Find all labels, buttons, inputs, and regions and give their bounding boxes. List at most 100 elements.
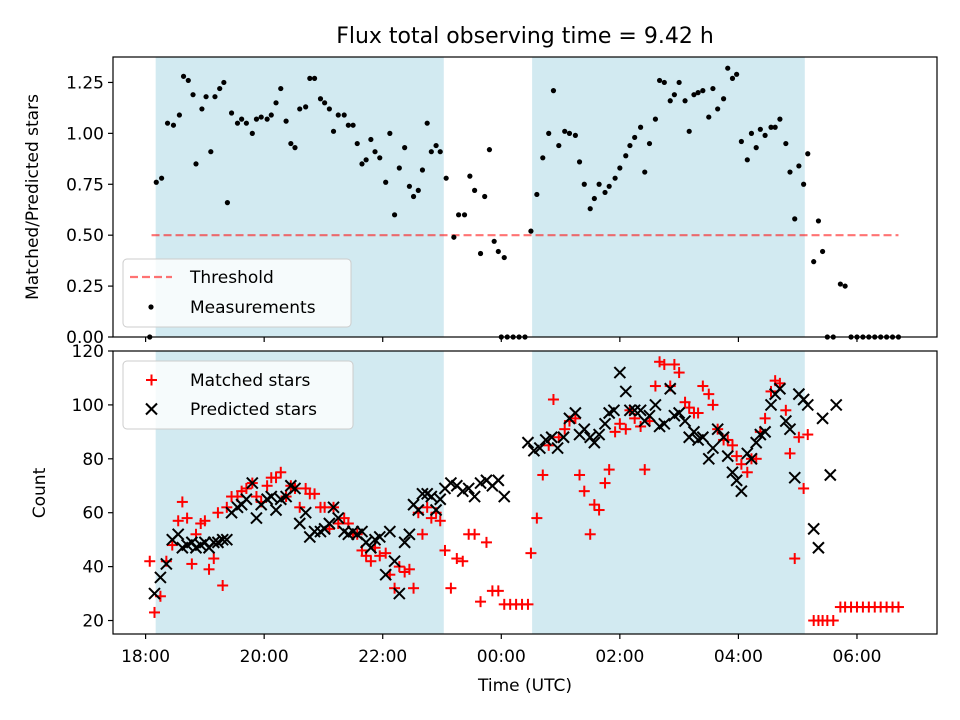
matched-star-point — [726, 439, 738, 451]
measurement-point — [341, 112, 347, 118]
matched-star-point — [208, 553, 220, 565]
matched-star-point — [658, 358, 670, 370]
legend-measurement-swatch — [148, 304, 154, 310]
matched-star-point — [692, 407, 704, 419]
measurement-point — [501, 254, 507, 261]
measurement-point — [777, 116, 783, 122]
x-stroke-b — [355, 525, 369, 538]
predicted-star-point — [764, 398, 778, 412]
predicted-star-point — [299, 506, 312, 519]
top-panel: 0.00 0.25 0.50 0.75 1.00 1.25 Matched/Predict… — [23, 56, 938, 348]
measurement-point — [190, 92, 196, 98]
x-stroke-b — [145, 402, 158, 416]
measurement-point — [540, 155, 546, 161]
predicted-star-point — [730, 474, 743, 487]
x-stroke-b — [678, 414, 692, 428]
xtick-label: 20:00 — [240, 647, 289, 667]
bottom-shaded-window-1 — [532, 351, 805, 634]
matched-star-point — [609, 426, 621, 438]
predicted-star-point — [801, 398, 814, 412]
top-ytick-label: 0.75 — [66, 175, 104, 195]
predicted-star-point — [592, 428, 606, 441]
predicted-star-point — [830, 398, 843, 412]
predicted-star-point — [607, 404, 621, 417]
measurement-point — [606, 183, 612, 189]
measurement-point — [326, 106, 332, 112]
x-stroke-b — [172, 528, 185, 541]
measurement-point — [368, 136, 374, 143]
predicted-star-point — [711, 422, 724, 436]
measurement-point — [772, 124, 778, 130]
predicted-star-point — [468, 490, 481, 503]
predicted-star-point — [240, 493, 253, 506]
x-stroke-b — [779, 414, 793, 428]
measurement-point — [185, 77, 191, 84]
predicted-star-point — [412, 503, 425, 517]
measurement-point — [311, 75, 318, 81]
measurement-point — [345, 122, 351, 128]
predicted-star-point — [658, 417, 671, 430]
measurement-point — [467, 173, 473, 179]
x-stroke-b — [148, 587, 161, 600]
x-stroke-b — [450, 479, 464, 492]
x-stroke-b — [284, 479, 298, 492]
measurement-point — [208, 149, 214, 155]
predicted-star-point — [416, 487, 429, 501]
predicted-star-point — [265, 490, 278, 503]
measurement-point — [676, 79, 682, 86]
matched-star-point — [574, 469, 586, 481]
x-stroke-b — [649, 398, 662, 412]
predicted-star-point — [758, 425, 772, 439]
measurement-point — [406, 183, 413, 189]
x-stroke-b — [830, 398, 843, 412]
measurement-point — [456, 212, 462, 218]
predicted-star-point — [403, 528, 416, 541]
top-legend-box — [122, 258, 352, 328]
x-stroke-b — [393, 587, 406, 600]
measurement-point — [706, 114, 712, 120]
measurement-point — [228, 110, 235, 116]
matched-star-point — [793, 431, 805, 443]
measurement-point — [264, 116, 270, 122]
matched-star-point — [374, 550, 386, 562]
predicted-star-point — [533, 441, 547, 455]
matched-star-point — [759, 412, 771, 424]
matched-star-point — [525, 547, 537, 559]
measurement-point — [482, 193, 488, 200]
x-stroke-b — [364, 541, 378, 554]
measurement-point — [623, 153, 629, 159]
x-stroke-b — [687, 425, 701, 439]
legend-threshold-label: Threshold — [189, 268, 274, 288]
matched-star-point — [784, 447, 796, 459]
predicted-star-point — [721, 449, 734, 463]
x-stroke-b — [434, 493, 447, 506]
x-stroke-b — [346, 525, 360, 538]
measurement-point — [303, 104, 309, 110]
matched-star-point — [531, 512, 543, 524]
bottom-ytick-label: 120 — [72, 342, 104, 362]
predicted-star-point — [807, 522, 820, 536]
x-stroke-b — [607, 404, 621, 417]
measurement-point — [164, 120, 171, 126]
matched-star-point — [547, 394, 559, 406]
matched-star-point — [434, 515, 446, 527]
measurement-point — [811, 259, 817, 265]
measurement-point — [391, 212, 398, 218]
matched-star-point — [697, 380, 709, 392]
measurement-point — [372, 149, 378, 155]
matched-star-point — [683, 402, 695, 414]
measurement-point — [203, 94, 209, 100]
matched-star-point — [199, 515, 211, 527]
matched-star-point — [148, 606, 160, 618]
predicted-star-point — [687, 425, 701, 439]
matched-star-point — [741, 466, 753, 478]
measurement-point — [273, 100, 279, 106]
x-stroke-b — [773, 382, 787, 395]
top-y-axis-label: Matched/Predicted stars — [23, 94, 43, 300]
matched-star-point — [593, 504, 605, 516]
x-stroke-b — [730, 474, 743, 487]
predicted-star-point — [323, 517, 336, 530]
predicted-star-point — [717, 431, 730, 444]
predicted-star-point — [779, 414, 793, 428]
x-stroke-b — [711, 422, 724, 436]
